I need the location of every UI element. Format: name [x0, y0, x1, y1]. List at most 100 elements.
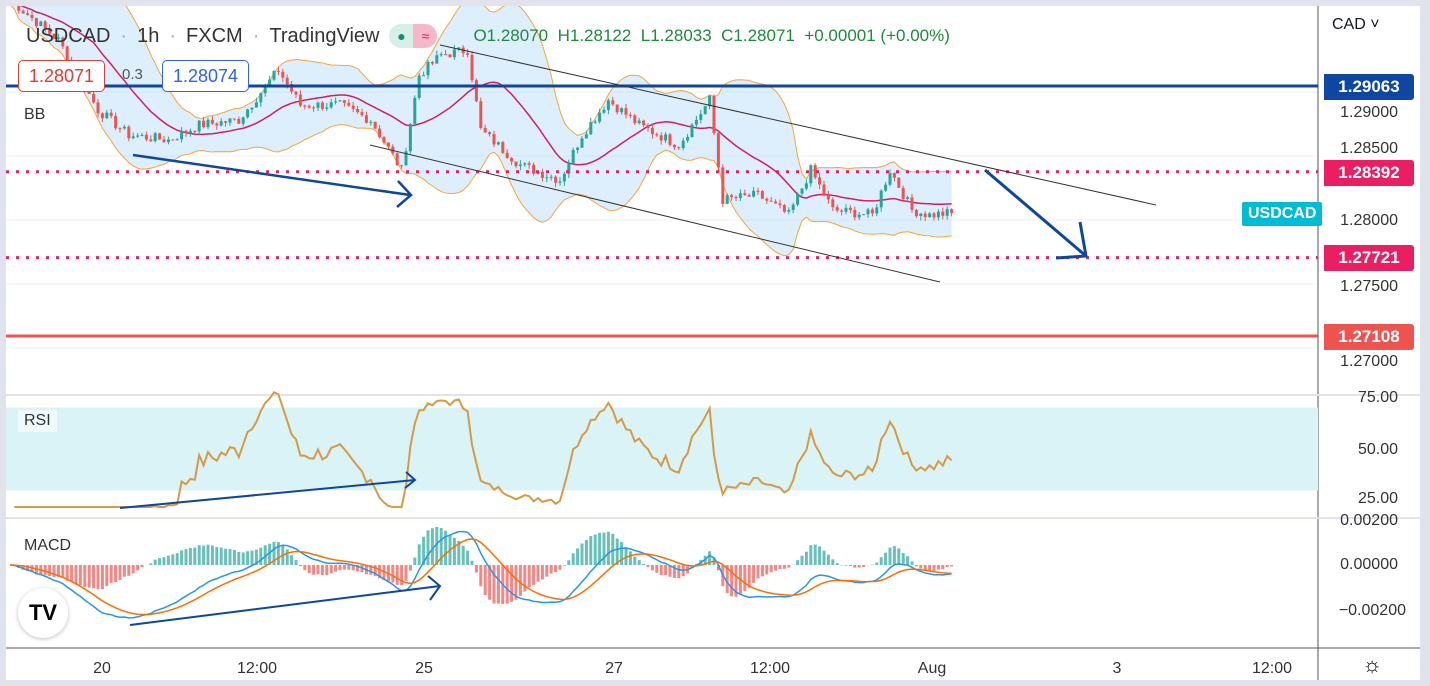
candle: [884, 184, 888, 191]
candle: [254, 102, 258, 108]
candle: [941, 211, 945, 216]
macd-histogram-bar: [646, 565, 650, 567]
candle: [39, 21, 43, 27]
candle: [43, 21, 47, 29]
market-status[interactable]: ● ≈: [389, 24, 438, 48]
candle: [413, 97, 417, 124]
candle: [892, 173, 896, 178]
candle: [180, 130, 184, 140]
macd-histogram-bar: [598, 532, 602, 565]
candle: [510, 158, 514, 162]
candle: [109, 112, 113, 116]
candle: [518, 164, 522, 167]
candle: [756, 190, 760, 192]
rsi-indicator-label[interactable]: RSI: [18, 410, 57, 432]
candle: [188, 130, 192, 133]
rsi-tick: 25.00: [1357, 490, 1398, 507]
bb-indicator-label[interactable]: BB: [18, 104, 52, 126]
macd-histogram-bar: [650, 565, 654, 571]
arrow-head: [396, 180, 413, 208]
macd-histogram-bar: [558, 565, 562, 570]
macd-histogram-bar: [580, 543, 584, 565]
macd-histogram-bar: [584, 540, 588, 565]
sell-price-button[interactable]: 1.28071: [18, 60, 106, 92]
rsi-line: [14, 390, 953, 508]
macd-histogram-bar: [61, 565, 65, 578]
bb-lower: [10, 6, 952, 257]
candle: [307, 105, 311, 108]
symbol[interactable]: USDCAD: [26, 24, 111, 47]
rsi-band: [6, 407, 1318, 491]
currency-selector[interactable]: CAD ˅: [1332, 16, 1380, 33]
candle: [602, 109, 606, 113]
macd-histogram-bar: [725, 565, 729, 594]
candle: [408, 123, 412, 152]
candle: [114, 115, 118, 129]
macd-histogram-bar: [162, 557, 166, 565]
macd-histogram-bar: [633, 556, 637, 565]
candle: [857, 214, 861, 218]
price-tick: 1.29000: [1340, 104, 1398, 121]
macd-histogram-bar: [936, 565, 940, 570]
macd-indicator-label[interactable]: MACD: [18, 535, 78, 557]
macd-histogram-bar: [338, 565, 342, 571]
macd-histogram-bar: [637, 560, 641, 565]
candle: [558, 181, 562, 183]
macd-histogram-bar: [809, 545, 813, 565]
macd-histogram-bar: [404, 565, 408, 581]
candle: [584, 134, 588, 139]
macd-histogram-bar: [488, 565, 492, 600]
price-tick: 1.27500: [1340, 278, 1398, 295]
candle: [259, 93, 263, 103]
candle: [122, 126, 126, 129]
tradingview-logo[interactable]: TV: [18, 588, 68, 638]
candle: [219, 121, 223, 126]
candle: [404, 151, 408, 166]
time-label: 12:00: [1251, 660, 1293, 677]
macd-histogram-bar: [536, 565, 540, 582]
chart-canvas[interactable]: [6, 6, 1420, 680]
candle: [140, 134, 144, 136]
macd-histogram-bar: [206, 544, 210, 565]
candle: [831, 199, 835, 208]
candle: [725, 195, 729, 204]
time-label: 27: [605, 660, 623, 677]
macd-histogram-bar: [452, 537, 456, 565]
candle: [193, 130, 197, 132]
candle: [320, 102, 324, 109]
candle: [96, 102, 100, 114]
macd-histogram-bar: [307, 565, 311, 574]
macd-histogram-bar: [26, 565, 30, 572]
candle: [21, 10, 25, 14]
source: TradingView: [269, 24, 380, 47]
price-tick: 1.27000: [1340, 353, 1398, 370]
macd-histogram-bar: [329, 565, 333, 574]
candle: [131, 136, 135, 139]
candle: [298, 94, 302, 106]
candle: [950, 209, 954, 213]
macd-histogram-bar: [175, 553, 179, 565]
candle: [567, 164, 571, 174]
candle: [378, 128, 382, 138]
macd-histogram-bar: [505, 565, 509, 604]
macd-histogram-bar: [655, 565, 659, 573]
macd-histogram-bar: [844, 565, 848, 566]
macd-histogram-bar: [835, 562, 839, 565]
time-label: 20: [93, 660, 111, 677]
candle: [303, 105, 307, 107]
buy-price-button[interactable]: 1.28074: [162, 60, 250, 92]
candle: [769, 200, 773, 202]
candle: [166, 139, 170, 143]
macd-histogram-bar: [43, 565, 47, 575]
settings-sun-icon[interactable]: ☼: [1362, 652, 1383, 677]
candle: [356, 108, 360, 113]
interval[interactable]: 1h: [137, 24, 160, 47]
candle: [554, 176, 558, 183]
macd-histogram-bar: [268, 543, 272, 565]
candle: [136, 135, 140, 137]
macd-histogram-bar: [474, 565, 478, 573]
candle: [862, 214, 866, 216]
candle: [334, 101, 338, 103]
candle: [532, 164, 536, 174]
candle: [853, 209, 857, 218]
